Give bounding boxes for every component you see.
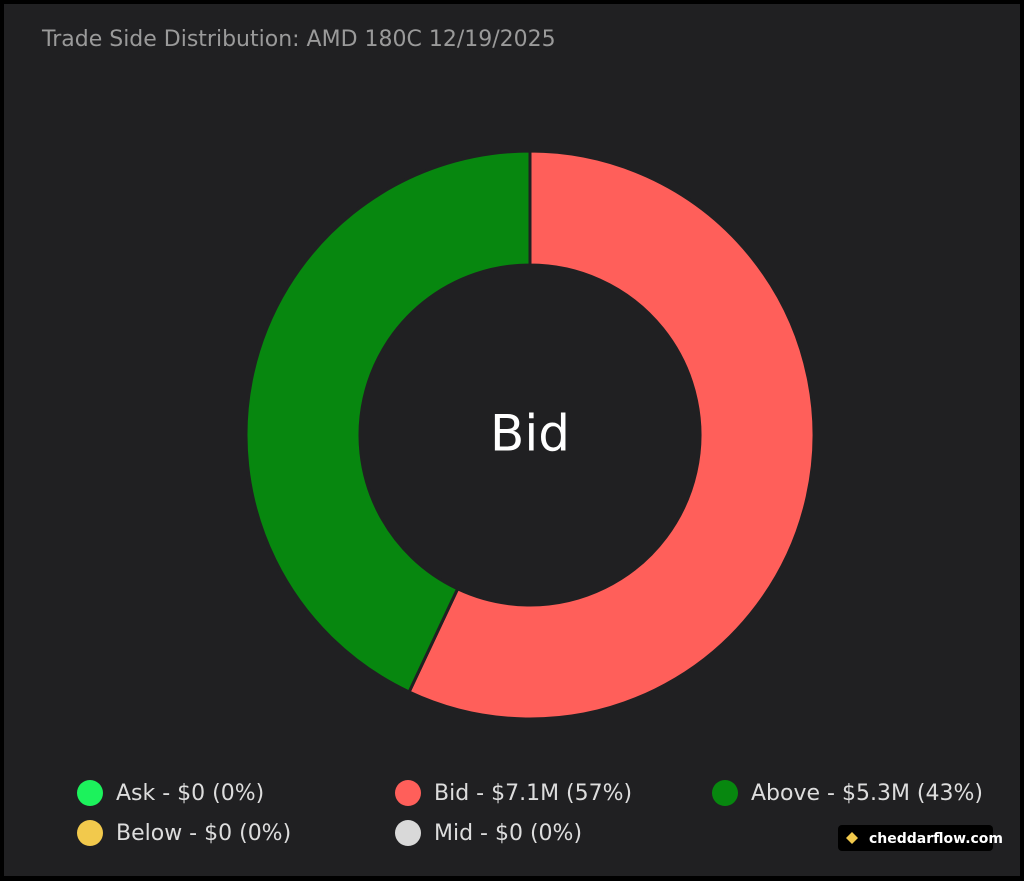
watermark-box [838, 825, 993, 851]
legend-swatch [77, 820, 103, 846]
slice [407, 149, 816, 721]
legend-label: Below - $0 (0%) [116, 821, 291, 846]
legend-label: Above - $5.3M (43%) [751, 781, 983, 806]
legend-swatch [77, 780, 103, 806]
slice [244, 149, 532, 694]
watermark-icon [846, 832, 858, 844]
legend-swatch [395, 780, 421, 806]
panel [4, 4, 1020, 876]
legend-label: Ask - $0 (0%) [116, 781, 264, 806]
legend-swatch [395, 820, 421, 846]
chart-title: Trade Side Distribution: AMD 180C 12/19/… [41, 27, 556, 52]
legend-swatch [712, 780, 738, 806]
watermark: cheddarflow.com [869, 831, 1003, 847]
legend-label: Bid - $7.1M (57%) [434, 781, 632, 806]
center-label: Bid [490, 405, 570, 463]
legend-label: Mid - $0 (0%) [434, 821, 582, 846]
